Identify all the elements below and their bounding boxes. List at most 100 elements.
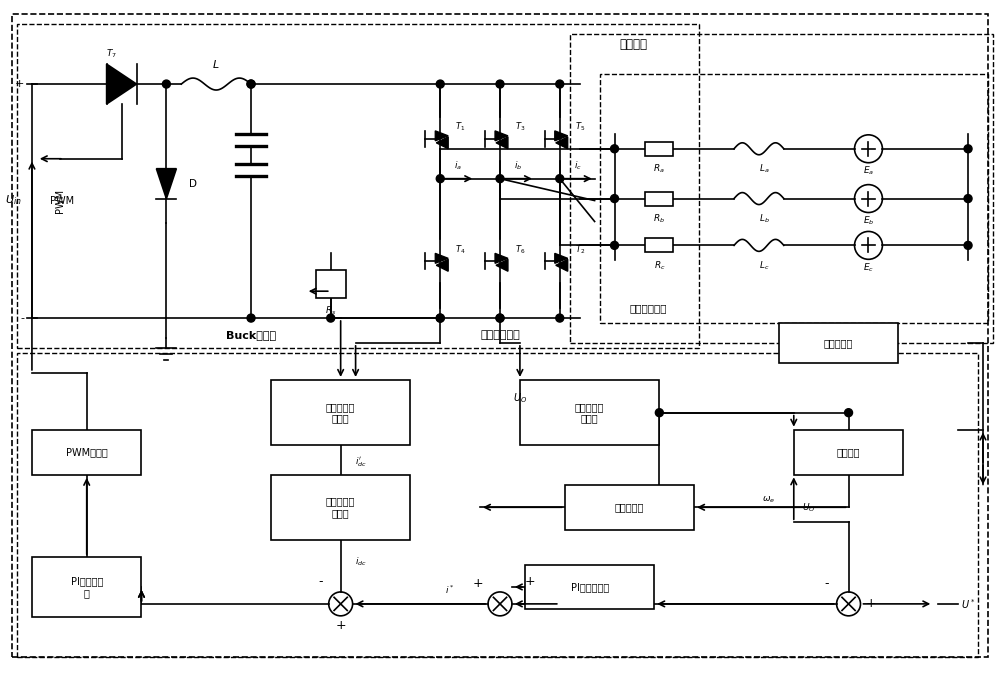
Text: $\omega_e$: $\omega_e$ (762, 494, 775, 505)
Text: -: - (20, 313, 24, 323)
Circle shape (496, 314, 504, 322)
Bar (645, 238, 673, 252)
Circle shape (611, 194, 619, 203)
Text: 转速估计: 转速估计 (837, 448, 860, 458)
Text: $T_{4}$: $T_{4}$ (455, 243, 465, 256)
Text: $T_{5}$: $T_{5}$ (575, 120, 585, 133)
Polygon shape (436, 259, 448, 271)
Text: +: + (473, 577, 483, 590)
Bar (316, 271, 346, 298)
Text: D: D (189, 178, 197, 188)
Bar (17, 24, 699, 348)
Circle shape (845, 409, 853, 417)
Text: PWM: PWM (55, 188, 65, 213)
Polygon shape (495, 131, 508, 141)
Text: $L_{c}$: $L_{c}$ (759, 259, 769, 271)
Text: $L_{b}$: $L_{b}$ (759, 212, 769, 225)
Text: +: + (15, 79, 24, 89)
Bar (570, 34, 993, 343)
Polygon shape (495, 253, 508, 263)
Text: $R_{c}$: $R_{c}$ (654, 259, 665, 271)
Bar (645, 142, 673, 155)
Text: PWM: PWM (50, 196, 74, 205)
Text: $T_{3}$: $T_{3}$ (515, 120, 525, 133)
Circle shape (247, 80, 255, 88)
Text: -: - (318, 575, 323, 588)
Text: $i_{a}$: $i_{a}$ (454, 160, 462, 172)
Text: $U_O$: $U_O$ (513, 391, 527, 404)
Polygon shape (496, 137, 508, 149)
Circle shape (247, 314, 255, 322)
Text: -: - (824, 577, 829, 590)
Circle shape (436, 314, 444, 322)
Text: +: + (525, 575, 535, 588)
Polygon shape (556, 137, 568, 149)
Circle shape (611, 145, 619, 153)
Text: $R_{b}$: $R_{b}$ (653, 212, 665, 225)
Text: PI电压控制器: PI电压控制器 (571, 582, 609, 592)
Text: $U_{in}$: $U_{in}$ (5, 194, 22, 207)
Circle shape (556, 314, 564, 322)
Text: Buck变换器: Buck变换器 (226, 330, 276, 340)
Circle shape (556, 80, 564, 88)
Bar (520, 380, 659, 445)
Text: $E_{c}$: $E_{c}$ (863, 261, 874, 273)
Bar (565, 485, 694, 530)
Text: $i^*$: $i^*$ (445, 583, 455, 596)
Circle shape (436, 175, 444, 182)
Text: 三相全桥电路: 三相全桥电路 (480, 330, 520, 340)
Bar (32, 430, 141, 475)
Text: $R_s$: $R_s$ (325, 305, 336, 318)
Text: $E_{b}$: $E_{b}$ (863, 214, 874, 227)
Circle shape (436, 80, 444, 88)
Bar (600, 74, 988, 323)
Circle shape (496, 314, 504, 322)
Text: 重复控制器: 重复控制器 (615, 502, 644, 512)
Polygon shape (156, 169, 176, 199)
Polygon shape (107, 64, 137, 104)
Bar (794, 430, 903, 475)
Circle shape (655, 409, 663, 417)
Circle shape (556, 175, 564, 182)
Polygon shape (496, 259, 508, 271)
Circle shape (436, 314, 444, 322)
Text: $U_O$: $U_O$ (802, 501, 815, 513)
Text: PWM发生器: PWM发生器 (66, 448, 108, 458)
Bar (645, 192, 673, 205)
Text: 直流母线电
压采样: 直流母线电 压采样 (575, 402, 604, 423)
Polygon shape (436, 137, 448, 149)
Polygon shape (435, 253, 448, 263)
Text: $T_{1}$: $T_{1}$ (455, 120, 465, 133)
Text: $i_{dc}'$: $i_{dc}'$ (355, 456, 367, 469)
Text: $i_{c}$: $i_{c}$ (574, 160, 582, 172)
Text: $i_{dc}$: $i_{dc}$ (355, 556, 367, 568)
Text: 直流母线电
流采样: 直流母线电 流采样 (326, 402, 355, 423)
Bar (271, 475, 410, 540)
Circle shape (247, 80, 255, 88)
Text: 无刷直流电机: 无刷直流电机 (629, 303, 667, 313)
Circle shape (964, 194, 972, 203)
Text: $L$: $L$ (212, 58, 220, 70)
Circle shape (327, 314, 335, 322)
Text: +: + (335, 619, 346, 633)
Text: $E_{a}$: $E_{a}$ (863, 164, 874, 177)
Bar (32, 557, 141, 617)
Text: 驱动系统: 驱动系统 (620, 38, 648, 50)
Text: 霍尔传感器: 霍尔传感器 (824, 338, 853, 348)
Text: $L_{a}$: $L_{a}$ (759, 162, 769, 175)
Bar (525, 565, 654, 609)
Polygon shape (555, 253, 568, 263)
Polygon shape (435, 131, 448, 141)
Text: $T_7$: $T_7$ (106, 48, 117, 61)
Text: PI电流控制
器: PI电流控制 器 (71, 576, 103, 598)
Circle shape (496, 175, 504, 182)
Circle shape (162, 80, 170, 88)
Circle shape (611, 242, 619, 250)
Text: $T_{2}$: $T_{2}$ (575, 243, 585, 256)
Bar (779, 323, 898, 363)
Polygon shape (556, 259, 568, 271)
Text: $R_{a}$: $R_{a}$ (653, 162, 665, 175)
Bar (17, 353, 978, 657)
Text: 自适应陷波
滤波器: 自适应陷波 滤波器 (326, 497, 355, 518)
Circle shape (496, 80, 504, 88)
